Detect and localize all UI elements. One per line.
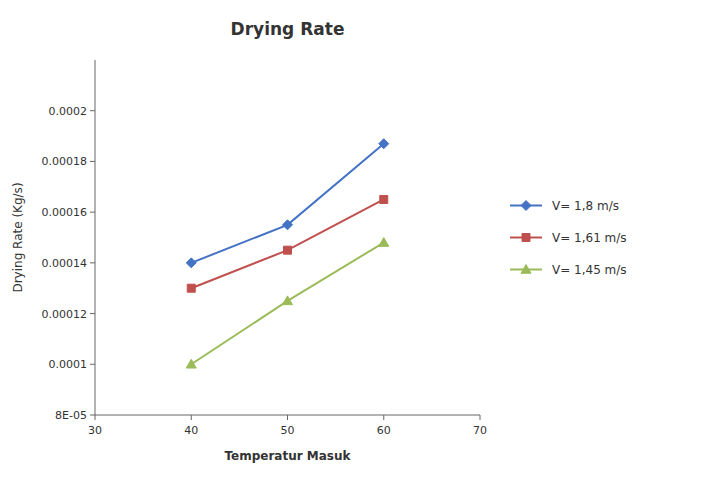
legend-label: V= 1,8 m/s	[552, 199, 619, 213]
data-point	[186, 258, 196, 268]
y-tick-label: 0.0001	[49, 358, 88, 371]
y-tick	[90, 415, 95, 416]
y-tick-label: 0.00016	[42, 206, 88, 219]
chart-svg: Drying Rate 30 40 50 60 70 8E-05 0.0001 0.00012 0…	[0, 0, 722, 486]
data-point	[187, 284, 195, 292]
legend-marker	[521, 201, 531, 211]
y-tick-label: 0.00018	[42, 155, 88, 168]
plot-area	[186, 139, 389, 368]
x-tick-label: 60	[377, 424, 391, 437]
legend-marker	[521, 265, 531, 274]
legend: V= 1,8 m/s V= 1,61 m/s V= 1,45 m/s	[510, 199, 627, 277]
x-tick	[191, 415, 192, 420]
data-point	[379, 238, 389, 247]
chart-container: Drying Rate 30 40 50 60 70 8E-05 0.0001 0.00012 0…	[0, 0, 722, 486]
legend-marker	[522, 234, 530, 242]
x-tick-label: 40	[184, 424, 198, 437]
data-point	[283, 296, 293, 305]
data-point	[186, 359, 196, 368]
x-tick	[287, 415, 288, 420]
data-point	[284, 246, 292, 254]
x-tick	[383, 415, 384, 420]
legend-label: V= 1,45 m/s	[552, 263, 627, 277]
x-axis-label: Temperatur Masuk	[224, 449, 351, 463]
y-tick	[90, 364, 95, 365]
x-tick-label: 50	[281, 424, 295, 437]
y-tick	[90, 262, 95, 263]
title: Drying Rate	[231, 19, 345, 39]
series-line	[191, 199, 384, 288]
y-tick	[90, 212, 95, 213]
series-line	[191, 243, 384, 365]
data-point	[380, 195, 388, 203]
y-axis-label: Drying Rate (Kg/s)	[11, 182, 25, 292]
x-tick	[95, 415, 96, 420]
series-line	[191, 144, 384, 263]
data-point	[283, 220, 293, 230]
data-point	[379, 139, 389, 149]
y-tick	[90, 313, 95, 314]
x-tick-label: 70	[473, 424, 487, 437]
y-tick-label: 0.00012	[42, 308, 88, 321]
y-tick	[90, 161, 95, 162]
x-tick	[480, 415, 481, 420]
legend-label: V= 1,61 m/s	[552, 231, 627, 245]
y-axis-line	[95, 60, 96, 415]
y-tick	[90, 110, 95, 111]
y-tick-label: 0.0002	[49, 105, 88, 118]
y-tick-label: 8E-05	[55, 409, 87, 422]
y-tick-label: 0.00014	[42, 257, 88, 270]
x-tick-label: 30	[88, 424, 102, 437]
